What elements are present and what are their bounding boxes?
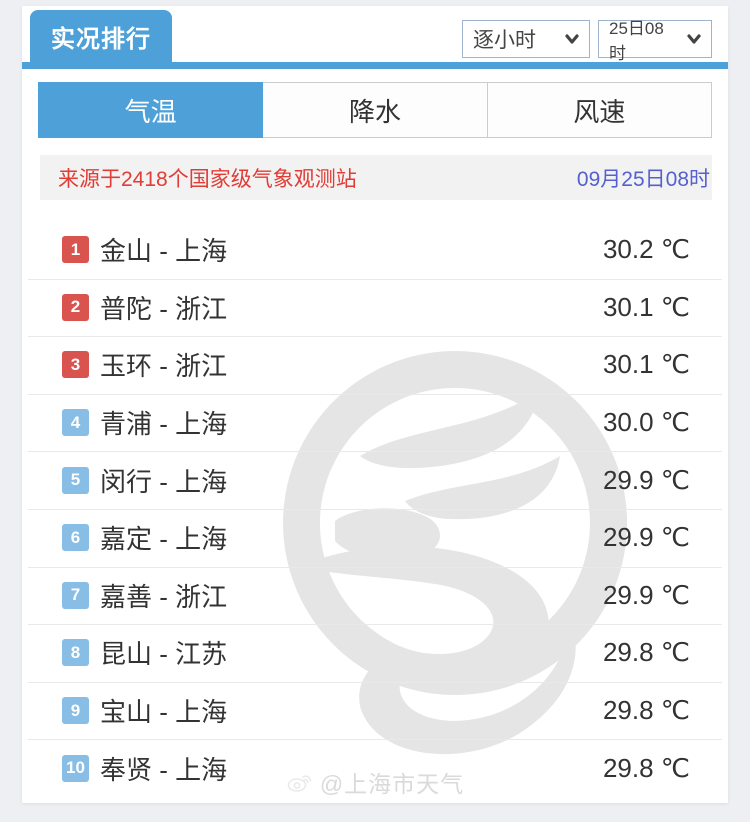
temperature-value: 30.1 ℃ (602, 291, 690, 322)
rank-badge: 3 (62, 351, 89, 379)
header-accent-bar (22, 62, 728, 69)
temperature-value: 30.0 ℃ (602, 407, 690, 438)
station-name: 闵行 - 上海 (100, 466, 228, 497)
rank-badge: 7 (62, 581, 89, 609)
table-row[interactable]: 5 闵行 - 上海 29.9 ℃ (22, 451, 728, 509)
tab-wind-speed-label: 风速 (573, 96, 626, 127)
tab-temperature-label: 气温 (124, 96, 177, 127)
station-name: 嘉善 - 浙江 (100, 581, 228, 612)
station-name: 奉贤 - 上海 (100, 754, 228, 785)
rank-badge: 2 (62, 293, 89, 321)
tab-live-ranking[interactable]: 实况排行 (30, 10, 172, 62)
rank-badge: 4 (62, 409, 89, 437)
tab-precipitation-label: 降水 (348, 96, 401, 127)
temperature-value: 29.8 ℃ (602, 637, 690, 668)
panel-title: 实况排行 (51, 25, 151, 53)
chevron-down-icon (565, 34, 579, 44)
interval-dropdown-value: 逐小时 (473, 29, 536, 52)
source-bar: 来源于2418个国家级气象观测站 09月25日08时 (40, 155, 712, 200)
table-row[interactable]: 3 玉环 - 浙江 30.1 ℃ (22, 336, 728, 394)
temperature-value: 30.2 ℃ (602, 234, 690, 265)
rank-badge: 1 (62, 236, 89, 264)
rank-badge: 10 (62, 754, 89, 782)
observation-datetime: 09月25日08时 (576, 167, 710, 191)
temperature-value: 29.8 ℃ (602, 695, 690, 726)
station-name: 昆山 - 江苏 (100, 639, 228, 670)
tab-wind-speed[interactable]: 风速 (487, 82, 712, 138)
table-row[interactable]: 4 青浦 - 上海 30.0 ℃ (22, 393, 728, 452)
source-text: 来源于2418个国家级气象观测站 (58, 167, 357, 191)
table-row[interactable]: 2 普陀 - 浙江 30.1 ℃ (22, 278, 728, 337)
station-name: 青浦 - 上海 (100, 409, 228, 440)
panel-header: 实况排行 逐小时 25日08时 (22, 6, 728, 69)
chevron-down-icon (687, 34, 701, 44)
table-row[interactable]: 8 昆山 - 江苏 29.8 ℃ (22, 624, 728, 682)
rank-badge: 8 (62, 639, 89, 667)
temperature-value: 29.8 ℃ (602, 752, 690, 783)
temperature-value: 30.1 ℃ (602, 349, 690, 380)
table-row[interactable]: 1 金山 - 上海 30.2 ℃ (22, 221, 728, 279)
table-row[interactable]: 9 宝山 - 上海 29.8 ℃ (22, 681, 728, 740)
temperature-value: 29.9 ℃ (602, 464, 690, 495)
rank-badge: 5 (62, 466, 89, 494)
tab-temperature[interactable]: 气温 (38, 82, 264, 138)
station-name: 嘉定 - 上海 (100, 524, 228, 555)
station-name: 玉环 - 浙江 (100, 351, 228, 382)
station-name: 金山 - 上海 (100, 236, 228, 267)
metric-tabs: 气温 降水 风速 (38, 82, 712, 138)
time-dropdown[interactable]: 25日08时 (598, 19, 712, 63)
interval-dropdown[interactable]: 逐小时 (462, 20, 590, 58)
table-row[interactable]: 7 嘉善 - 浙江 29.9 ℃ (22, 566, 728, 625)
table-row[interactable]: 10 奉贤 - 上海 29.8 ℃ (22, 739, 728, 797)
ranking-panel: 实况排行 逐小时 25日08时 气温 降水 风速 来源于2418个国家级气象观测 (22, 6, 728, 803)
temperature-value: 29.9 ℃ (602, 522, 690, 553)
tab-precipitation[interactable]: 降水 (263, 82, 488, 138)
ranking-list: 1 金山 - 上海 30.2 ℃ 2 普陀 - 浙江 30.1 ℃ 3 玉环 -… (22, 221, 728, 797)
rank-badge: 9 (62, 697, 89, 725)
time-dropdown-value: 25日08时 (609, 19, 664, 63)
table-row[interactable]: 6 嘉定 - 上海 29.9 ℃ (22, 508, 728, 567)
rank-badge: 6 (62, 524, 89, 552)
station-name: 宝山 - 上海 (100, 697, 228, 728)
station-name: 普陀 - 浙江 (100, 293, 228, 324)
temperature-value: 29.9 ℃ (602, 579, 690, 610)
